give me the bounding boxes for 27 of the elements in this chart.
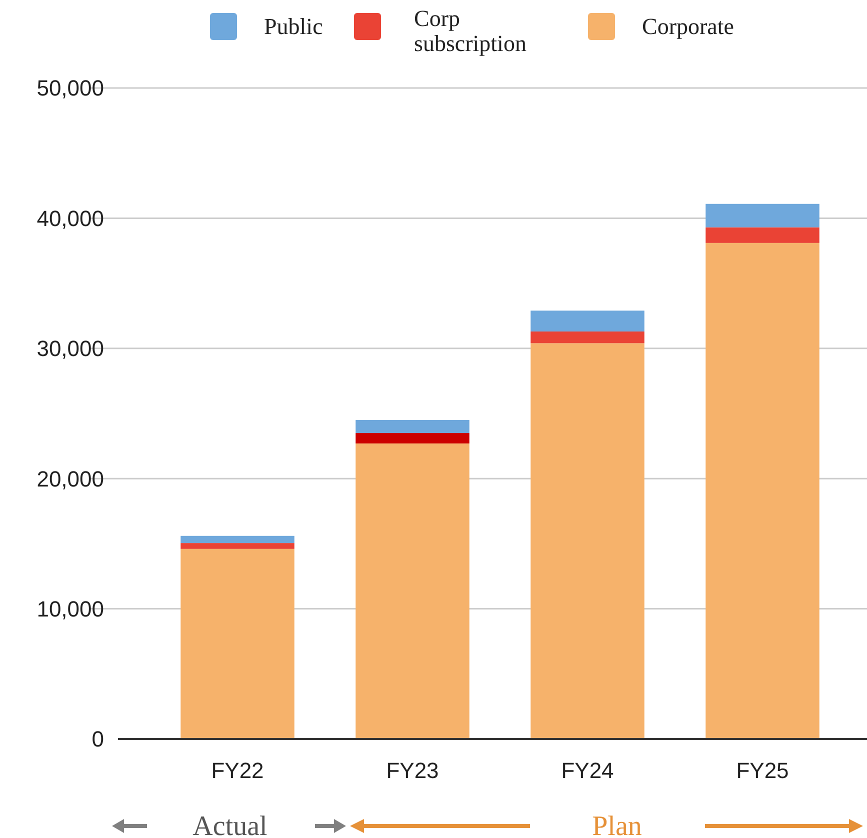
y-tick-label: 10,000 [36,596,104,622]
bar [180,543,294,549]
bar [180,548,294,739]
x-tick-label: FY22 [211,758,264,783]
y-tick-label: 30,000 [36,336,104,362]
bar [706,227,820,243]
y-tick-label: 50,000 [36,76,104,101]
bar [706,242,820,739]
legend-label: Corporate [642,14,734,39]
y-tick-label: 40,000 [36,206,104,231]
legend-label: Public [264,14,323,39]
y-tick-label: 20,000 [36,466,104,492]
x-tick-label: FY24 [561,758,614,783]
bar [706,204,820,228]
bar [180,536,294,544]
bar [530,310,644,332]
bar [356,433,470,444]
bar [530,331,644,344]
text: Actual [192,811,268,838]
bar [356,443,470,739]
y-tick-label: 0 [92,726,104,752]
bar [530,343,644,739]
bar [356,420,470,434]
x-tick-label: FY25 [736,758,789,783]
text: Plan [592,811,642,838]
x-tick-label: FY23 [386,758,439,783]
legend-label: Corp subscription [414,6,527,56]
